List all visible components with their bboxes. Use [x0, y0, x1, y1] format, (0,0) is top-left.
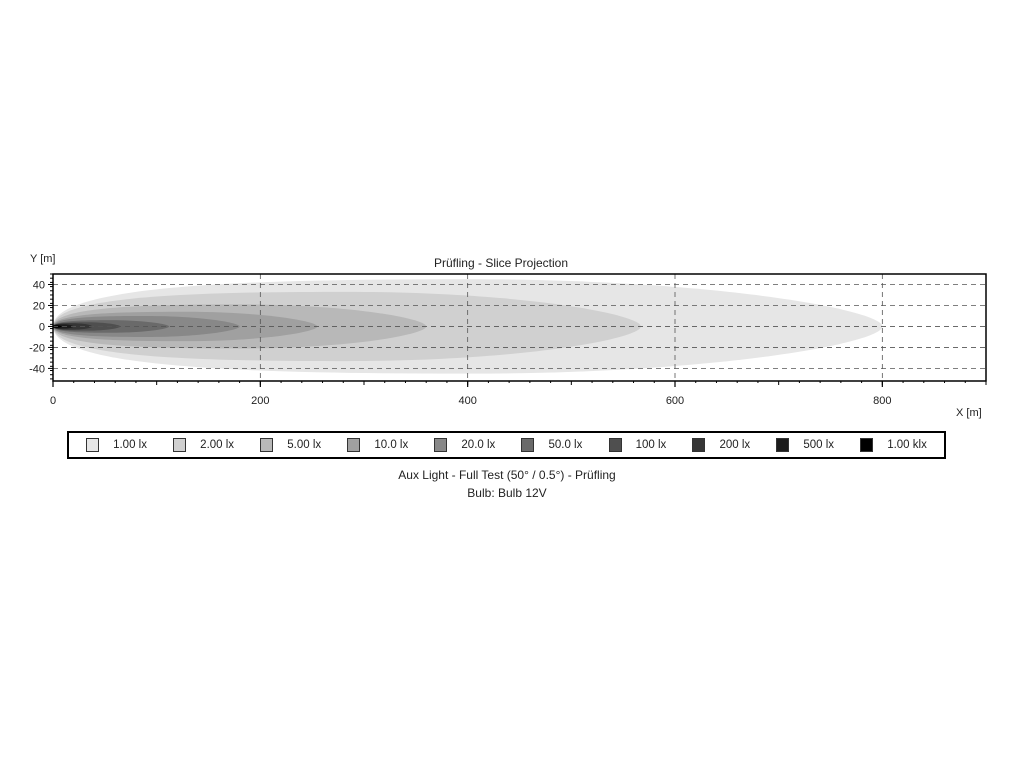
y-axis-label: Y [m] — [30, 253, 55, 265]
legend-swatch — [860, 438, 874, 452]
legend-item: 500 lx — [776, 438, 834, 452]
legend-label: 2.00 lx — [200, 439, 235, 451]
chart-title: Prüfling - Slice Projection — [434, 256, 568, 270]
legend-swatch — [347, 438, 361, 452]
legend-item: 5.00 lx — [260, 438, 321, 452]
legend-swatch — [173, 438, 187, 452]
legend-item: 50.0 lx — [521, 438, 582, 452]
legend-swatch — [260, 438, 274, 452]
legend-swatch — [776, 438, 790, 452]
y-tick-label: 20 — [33, 300, 45, 312]
legend-item: 10.0 lx — [347, 438, 408, 452]
legend-label: 1.00 klx — [887, 439, 927, 451]
plot-frame — [52, 273, 987, 382]
x-tick-label: 400 — [458, 395, 476, 407]
legend-swatch — [521, 438, 535, 452]
x-axis-label: X [m] — [956, 407, 982, 419]
y-tick-label: 0 — [39, 321, 45, 333]
caption-test: Aux Light - Full Test (50° / 0.5°) - Prü… — [398, 468, 616, 482]
legend-swatch — [86, 438, 100, 452]
x-tick-label: 0 — [50, 395, 56, 407]
legend-label: 200 lx — [719, 439, 751, 451]
y-tick-label: -20 — [29, 342, 45, 354]
legend: 1.00 lx 2.00 lx 5.00 lx 10.0 lx 20.0 lx 50.0 … — [67, 431, 946, 459]
y-tick-label: 40 — [33, 279, 45, 291]
x-tick-label: 800 — [873, 395, 891, 407]
legend-label: 1.00 lx — [113, 439, 147, 451]
y-tick-label: -40 — [29, 363, 45, 375]
legend-label: 10.0 lx — [374, 439, 409, 451]
legend-item: 2.00 lx — [173, 438, 234, 452]
legend-item: 200 lx — [692, 438, 750, 452]
legend-item: 100 lx — [608, 438, 667, 452]
x-tick-label: 200 — [251, 395, 269, 407]
legend-item: 20.0 lx — [434, 438, 495, 452]
legend-label: 5.00 lx — [287, 439, 322, 451]
legend-swatch — [434, 438, 448, 452]
legend-label: 500 lx — [803, 439, 834, 451]
legend-label: 50.0 lx — [548, 439, 583, 451]
legend-label: 100 lx — [635, 439, 667, 451]
caption-bulb: Bulb: Bulb 12V — [467, 486, 547, 500]
legend-item: 1.00 klx — [860, 438, 927, 452]
x-tick-label: 600 — [666, 395, 684, 407]
legend-swatch — [692, 438, 706, 452]
legend-item: 1.00 lx — [86, 438, 147, 452]
legend-swatch — [608, 438, 622, 452]
legend-label: 20.0 lx — [461, 439, 496, 451]
